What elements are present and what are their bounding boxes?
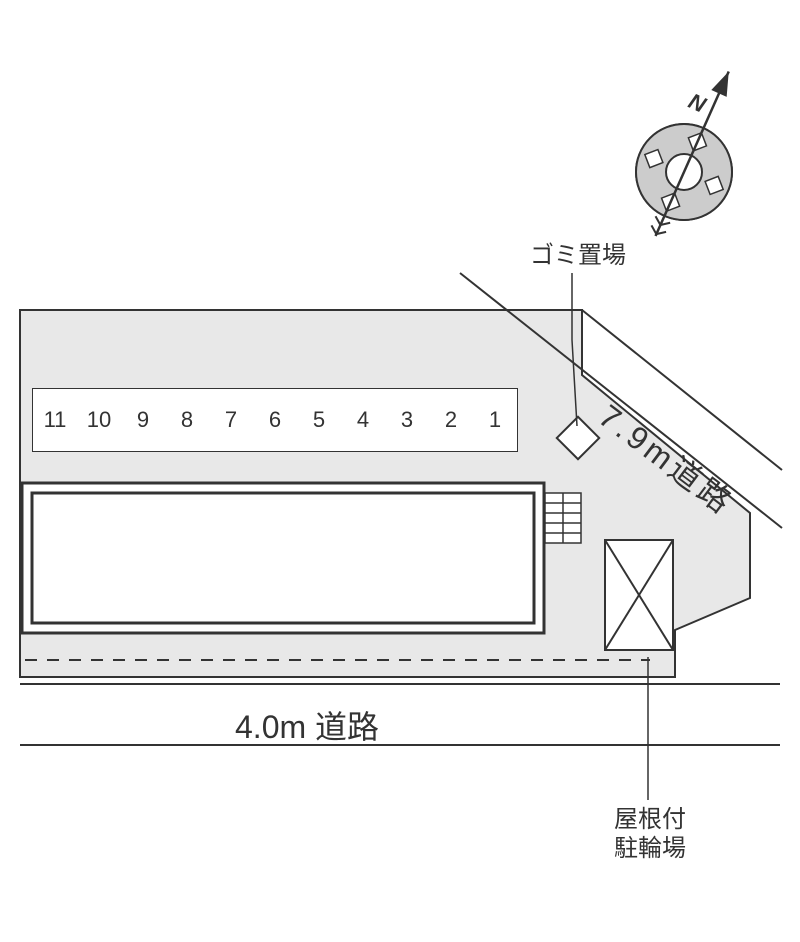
svg-text:N: N	[685, 88, 711, 118]
parking-slot: 4	[340, 388, 385, 452]
bike-label-line1: 屋根付	[614, 806, 686, 833]
parking-slot: 5	[296, 388, 341, 452]
site-plan-canvas: N 1234567891011 4.0m 道路 7.9m道路 ゴミ置場 屋根付 …	[0, 0, 800, 942]
parking-slot: 8	[164, 388, 209, 452]
compass-icon: N	[636, 72, 732, 236]
garbage-label: ゴミ置場	[530, 242, 626, 271]
parking-slot: 9	[120, 388, 165, 452]
parking-slot: 2	[428, 388, 473, 452]
bike-parking-label: 屋根付 駐輪場	[614, 806, 686, 864]
bike-parking-icon	[605, 540, 673, 650]
bottom-road-label: 4.0m 道路	[235, 702, 379, 748]
parking-slot: 11	[32, 388, 77, 452]
parking-slot: 1	[472, 388, 518, 452]
parking-slot: 10	[76, 388, 121, 452]
parking-slot: 7	[208, 388, 253, 452]
building-inner	[32, 493, 534, 623]
parking-slot: 6	[252, 388, 297, 452]
parking-slot: 3	[384, 388, 429, 452]
bike-label-line2: 駐輪場	[614, 835, 686, 862]
stairs-icon	[545, 493, 581, 543]
